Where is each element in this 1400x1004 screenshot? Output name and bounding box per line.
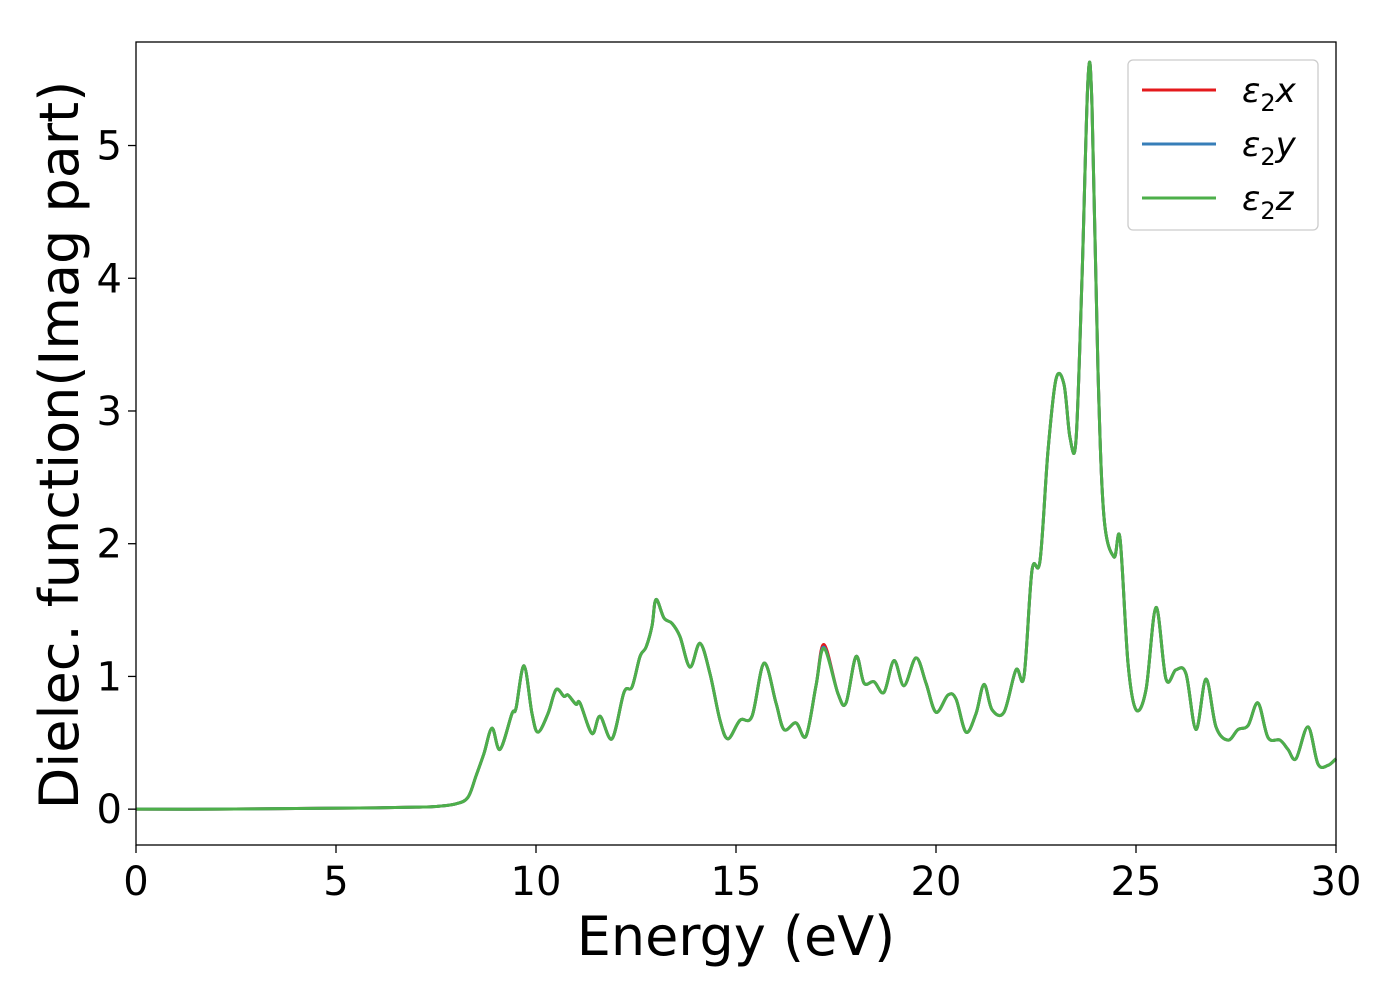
series-layer	[135, 60, 1338, 811]
x-tick-label: 0	[123, 859, 148, 905]
legend-label-z: ε2z	[1242, 179, 1295, 225]
y-tick-label: 0	[97, 787, 122, 833]
x-axis-title: Energy (eV)	[577, 905, 896, 968]
x-axis: 0 5 10 15 20 25 30	[123, 845, 1361, 905]
y-axis: 0 1 2 3 4 5	[97, 124, 136, 833]
y-tick-label: 1	[97, 654, 122, 700]
y-axis-title: Dielec. function(Imag part)	[28, 81, 91, 810]
legend: ε2x ε2y ε2z	[1127, 59, 1319, 231]
y-tick-label: 2	[97, 522, 122, 568]
x-tick-label: 20	[911, 859, 962, 905]
legend-label-x: ε2x	[1242, 71, 1297, 117]
x-tick-label: 25	[1111, 859, 1162, 905]
x-tick-label: 5	[323, 859, 348, 905]
x-tick-label: 15	[711, 859, 762, 905]
x-tick-label: 30	[1311, 859, 1362, 905]
x-tick-label: 10	[511, 859, 562, 905]
y-tick-label: 3	[97, 389, 122, 435]
legend-label-y: ε2y	[1242, 125, 1297, 171]
y-tick-label: 5	[97, 124, 122, 170]
legend-box	[1127, 59, 1319, 231]
series-line-eps2z	[135, 60, 1338, 811]
y-tick-label: 4	[97, 256, 122, 302]
